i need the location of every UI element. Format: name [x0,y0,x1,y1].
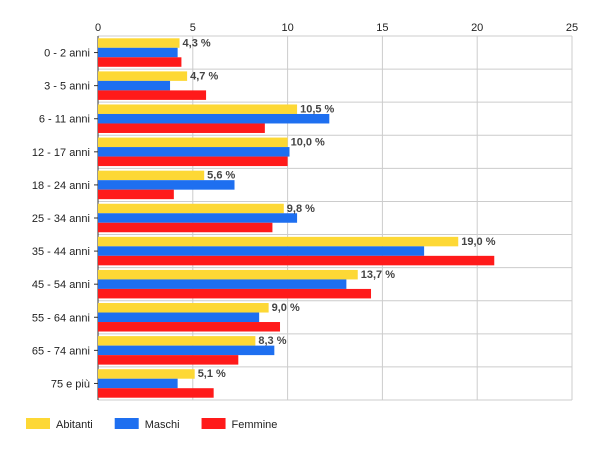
bar-abitanti [98,303,269,313]
legend-label: Femmine [232,419,278,431]
legend: Abitanti Maschi Femmine [26,418,277,431]
legend-swatch [114,418,139,429]
data-label: 5,1 % [198,368,226,380]
category-label: 65 - 74 anni [32,345,90,357]
bar-maschi [98,312,260,323]
legend-swatch [201,418,226,429]
bar-femmine [98,288,372,299]
bar-abitanti [98,71,188,81]
x-tick-label: 10 [281,22,293,34]
legend-swatch [26,418,50,429]
data-label: 4,3 % [183,37,211,49]
category-label: 0 - 2 anni [44,48,90,60]
data-labels: 4,3 % 4,7 % 10,5 % 10,0 % 5,6 % 9,8 % 19,0 % 13… [183,37,496,380]
bar-abitanti [98,203,284,214]
bar-abitanti [98,269,358,280]
data-label: 9,0 % [272,302,300,314]
bar-maschi [98,113,330,124]
data-label: 19,0 % [461,236,495,248]
bar-femmine [98,355,239,365]
data-label: 13,7 % [361,269,395,281]
bar-abitanti [98,236,459,247]
data-label: 10,0 % [291,137,325,149]
bar-femmine [98,222,273,233]
data-label: 9,8 % [287,203,315,215]
bar-maschi [98,180,235,190]
bar-abitanti [98,38,180,48]
bars [98,38,495,398]
x-tick-label: 15 [376,22,388,34]
x-axis-ticks: 0 5 10 15 20 25 [95,22,578,34]
bar-maschi [98,246,425,256]
data-label: 4,7 % [190,70,218,82]
bar-maschi [98,378,178,389]
data-label: 8,3 % [258,335,286,347]
category-label: 45 - 54 anni [32,279,90,291]
bar-maschi [98,345,275,356]
bar-maschi [98,80,171,91]
category-label: 75 e più [51,378,90,390]
category-label: 18 - 24 anni [32,180,90,192]
x-tick-label: 5 [190,22,196,34]
bar-femmine [98,90,207,100]
category-label: 6 - 11 anni [39,114,90,126]
category-label: 35 - 44 anni [32,246,90,258]
bar-femmine [98,123,265,133]
bar-maschi [98,213,298,223]
bar-abitanti [98,170,205,181]
bar-femmine [98,189,174,200]
category-label: 25 - 34 anni [32,213,90,225]
bar-femmine [98,388,214,398]
bar-abitanti [98,137,288,148]
x-tick-label: 0 [95,22,101,34]
bar-abitanti [98,369,195,379]
category-label: 3 - 5 anni [44,81,90,93]
bar-femmine [98,255,495,266]
bar-maschi [98,47,178,58]
bar-femmine [98,57,182,67]
category-label: 55 - 64 anni [32,312,90,324]
bar-abitanti [98,104,298,114]
data-label: 5,6 % [207,170,235,182]
bar-femmine [98,156,288,167]
category-label: 12 - 17 anni [32,147,90,159]
bar-maschi [98,279,347,289]
legend-label: Abitanti [56,419,93,431]
bar-abitanti [98,336,256,346]
bar-maschi [98,147,290,157]
data-label: 10,5 % [300,103,334,115]
x-tick-label: 25 [566,22,578,34]
bar-femmine [98,322,281,332]
legend-label: Maschi [145,419,180,431]
category-axis: 0 - 2 anni 3 - 5 anni 6 - 11 anni 12 - 17 a… [32,36,99,400]
x-tick-label: 20 [471,22,483,34]
